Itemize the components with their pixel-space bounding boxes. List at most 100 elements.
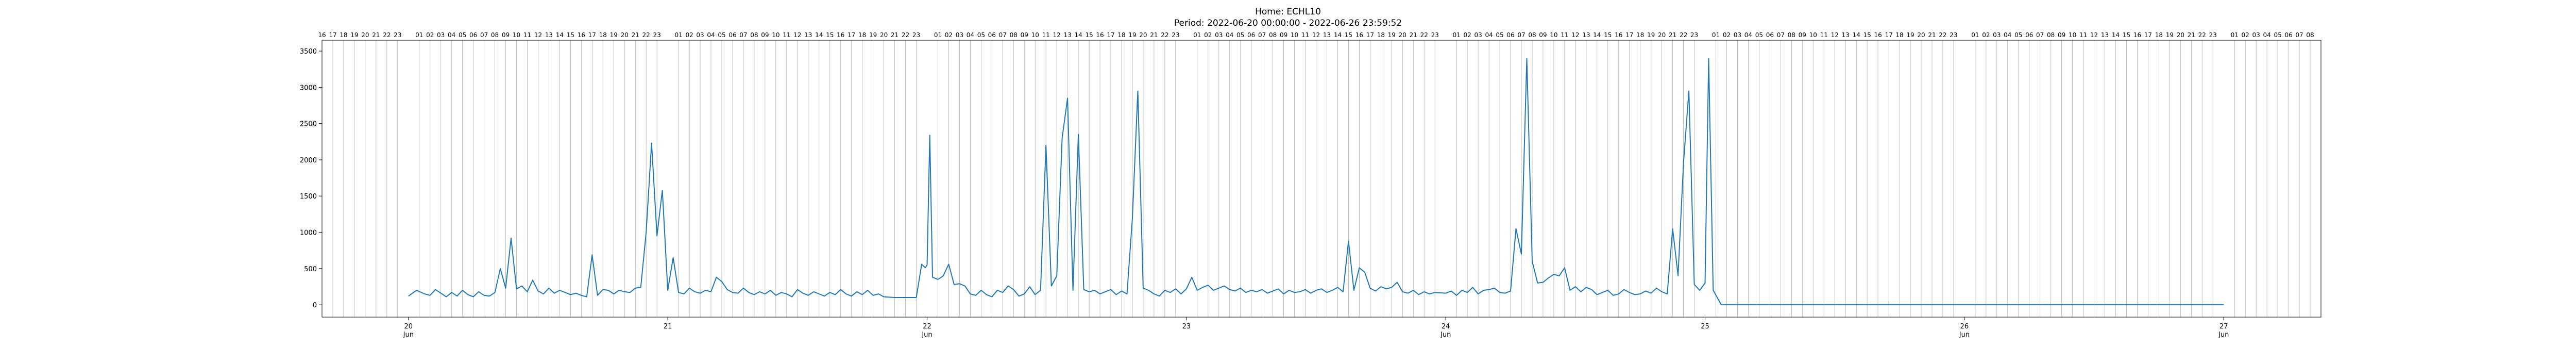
hour-label: 13 <box>804 31 812 39</box>
hour-label: 08 <box>2306 31 2314 39</box>
hour-label: 11 <box>1301 31 1309 39</box>
hour-label: 05 <box>2014 31 2022 39</box>
series-layer <box>408 58 2224 306</box>
hour-label: 19 <box>869 31 877 39</box>
hour-label: 13 <box>1323 31 1331 39</box>
hour-label: 21 <box>1669 31 1676 39</box>
hour-label: 15 <box>2123 31 2130 39</box>
hour-label: 04 <box>448 31 455 39</box>
hour-label: 02 <box>426 31 434 39</box>
hour-label: 14 <box>556 31 564 39</box>
x-tick-month-label: Jun <box>921 331 932 339</box>
hour-label: 18 <box>2155 31 2163 39</box>
hour-label: 19 <box>610 31 618 39</box>
hour-label: 11 <box>783 31 790 39</box>
hour-label: 04 <box>1226 31 1233 39</box>
chart-subtitle: Period: 2022-06-20 00:00:00 - 2022-06-26… <box>1174 18 1402 28</box>
hour-label: 22 <box>1680 31 1687 39</box>
hour-label: 07 <box>2036 31 2044 39</box>
hour-label: 03 <box>2252 31 2260 39</box>
hour-label: 16 <box>1615 31 1622 39</box>
hour-label: 20 <box>880 31 888 39</box>
hour-label: 01 <box>934 31 942 39</box>
hour-label: 01 <box>1971 31 1979 39</box>
hour-label: 10 <box>513 31 520 39</box>
x-tick-label: 25 <box>1701 323 1709 331</box>
y-tick-label: 2500 <box>300 121 317 128</box>
hour-label: 17 <box>848 31 855 39</box>
hour-label: 07 <box>2295 31 2303 39</box>
hour-label: 06 <box>2284 31 2292 39</box>
hour-label: 13 <box>2101 31 2109 39</box>
hour-label: 02 <box>685 31 693 39</box>
hour-label: 23 <box>1431 31 1439 39</box>
hour-label: 19 <box>350 31 358 39</box>
hour-label: 07 <box>1777 31 1785 39</box>
hour-label: 12 <box>1053 31 1061 39</box>
hour-label: 12 <box>1831 31 1839 39</box>
hour-label: 07 <box>739 31 747 39</box>
hour-label: 20 <box>1658 31 1666 39</box>
hour-label: 15 <box>1345 31 1352 39</box>
x-tick-month-label: Jun <box>403 331 414 339</box>
hour-label: 05 <box>1236 31 1244 39</box>
hour-label: 10 <box>1291 31 1298 39</box>
y-tick-label: 1500 <box>300 193 317 201</box>
hour-label: 22 <box>2198 31 2206 39</box>
hour-label: 09 <box>761 31 769 39</box>
hour-label: 18 <box>1636 31 1644 39</box>
hour-label: 01 <box>1193 31 1201 39</box>
hour-label: 21 <box>372 31 380 39</box>
hour-label: 16 <box>837 31 844 39</box>
hour-label: 17 <box>1107 31 1114 39</box>
hour-label: 12 <box>1571 31 1579 39</box>
hour-label: 10 <box>1031 31 1039 39</box>
hour-label: 16 <box>2133 31 2141 39</box>
hour-label: 06 <box>1766 31 1774 39</box>
hour-label: 20 <box>1139 31 1147 39</box>
hour-label: 23 <box>1950 31 1957 39</box>
hour-label: 13 <box>1842 31 1850 39</box>
hour-label: 23 <box>1172 31 1179 39</box>
hour-label: 21 <box>632 31 639 39</box>
hour-label: 23 <box>653 31 661 39</box>
hour-label: 18 <box>1377 31 1385 39</box>
hour-label: 22 <box>383 31 391 39</box>
hour-label: 20 <box>1399 31 1406 39</box>
hour-label: 20 <box>2177 31 2184 39</box>
hour-label: 08 <box>2047 31 2055 39</box>
y-tick-label: 1000 <box>300 229 317 237</box>
hour-label: 12 <box>793 31 801 39</box>
y-tick-label: 2000 <box>300 157 317 164</box>
hour-label: 22 <box>1161 31 1168 39</box>
x-tick-label: 23 <box>1182 323 1191 331</box>
hour-label: 11 <box>2079 31 2087 39</box>
hour-label: 15 <box>826 31 834 39</box>
hour-label: 19 <box>1906 31 1914 39</box>
hour-label: 21 <box>1410 31 1417 39</box>
hour-label: 03 <box>956 31 963 39</box>
hour-label: 07 <box>999 31 1007 39</box>
hour-label: 17 <box>1625 31 1633 39</box>
hour-label: 05 <box>718 31 725 39</box>
hour-label: 22 <box>902 31 909 39</box>
hour-label: 01 <box>674 31 682 39</box>
hour-label: 06 <box>469 31 477 39</box>
hour-label: 05 <box>2274 31 2281 39</box>
hour-label: 15 <box>1863 31 1871 39</box>
hour-label: 08 <box>1010 31 1018 39</box>
hour-label: 14 <box>1074 31 1082 39</box>
hour-label: 04 <box>2263 31 2270 39</box>
hour-label: 22 <box>1420 31 1428 39</box>
hour-label: 20 <box>621 31 629 39</box>
hour-label: 23 <box>912 31 920 39</box>
hour-label: 03 <box>1734 31 1741 39</box>
hour-label: 19 <box>1128 31 1136 39</box>
hour-label: 22 <box>1939 31 1946 39</box>
hour-label: 04 <box>1744 31 1752 39</box>
hour-label: 02 <box>2242 31 2249 39</box>
hour-label: 18 <box>340 31 347 39</box>
hour-label: 03 <box>1215 31 1223 39</box>
hour-label: 01 <box>1712 31 1720 39</box>
